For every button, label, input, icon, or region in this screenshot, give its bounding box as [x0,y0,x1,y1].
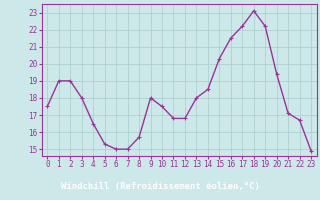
Text: Windchill (Refroidissement éolien,°C): Windchill (Refroidissement éolien,°C) [60,182,260,192]
